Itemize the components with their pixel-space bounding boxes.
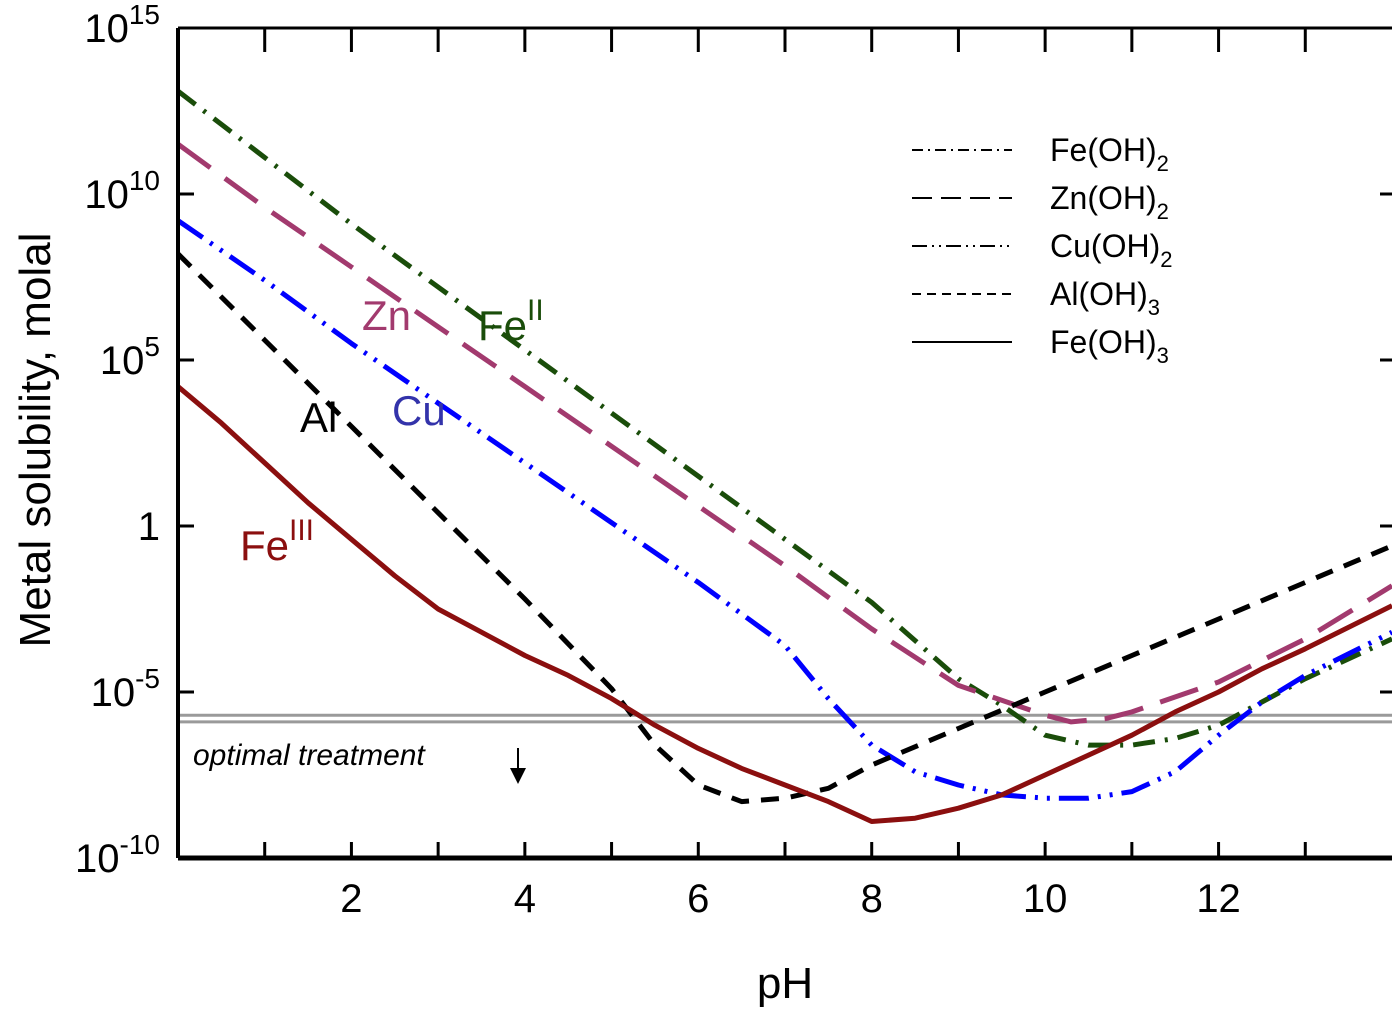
legend-label-feoh2: Fe(OH)2 [1050, 132, 1169, 176]
x-tick-label: 2 [340, 877, 362, 921]
series-line-feoh3 [178, 384, 1392, 824]
x-tick-label: 8 [861, 877, 883, 921]
series-line-znoh2 [178, 142, 1392, 725]
series-label-cuoh2: Cu [392, 387, 446, 434]
x-tick-label: 12 [1196, 877, 1241, 921]
annotation-optimal-treatment: optimal treatment [193, 739, 426, 772]
x-tick-label: 10 [1023, 877, 1068, 921]
legend: Fe(OH)2Zn(OH)2Cu(OH)2Al(OH)3Fe(OH)3 [912, 132, 1172, 368]
y-tick-label: 1015 [84, 0, 160, 51]
series-line-aloh3 [178, 252, 1392, 805]
x-axis-title: pH [757, 959, 813, 1008]
x-tick-label: 4 [514, 877, 536, 921]
down-arrow-icon [510, 748, 526, 784]
series-label-aloh3: Al [300, 394, 337, 441]
legend-label-aloh3: Al(OH)3 [1050, 276, 1160, 320]
series-label-feoh3: FeIII [240, 514, 314, 569]
legend-label-cuoh2: Cu(OH)2 [1050, 228, 1172, 272]
series-line-feoh2 [178, 89, 1392, 748]
series-line-cuoh2 [178, 218, 1392, 801]
y-tick-label: 10-5 [91, 663, 160, 715]
series-label-feoh2: FeII [478, 294, 544, 349]
legend-label-znoh2: Zn(OH)2 [1050, 180, 1169, 224]
y-tick-label: 105 [100, 331, 160, 383]
y-tick-label: 10-10 [75, 829, 160, 881]
y-axis-title: Metal solubility, molal [11, 233, 60, 648]
x-tick-label: 6 [687, 877, 709, 921]
legend-label-feoh3: Fe(OH)3 [1050, 324, 1169, 368]
y-tick-label: 1010 [84, 165, 160, 217]
y-tick-label: 1 [138, 505, 160, 549]
series-label-znoh2: Zn [362, 292, 411, 339]
